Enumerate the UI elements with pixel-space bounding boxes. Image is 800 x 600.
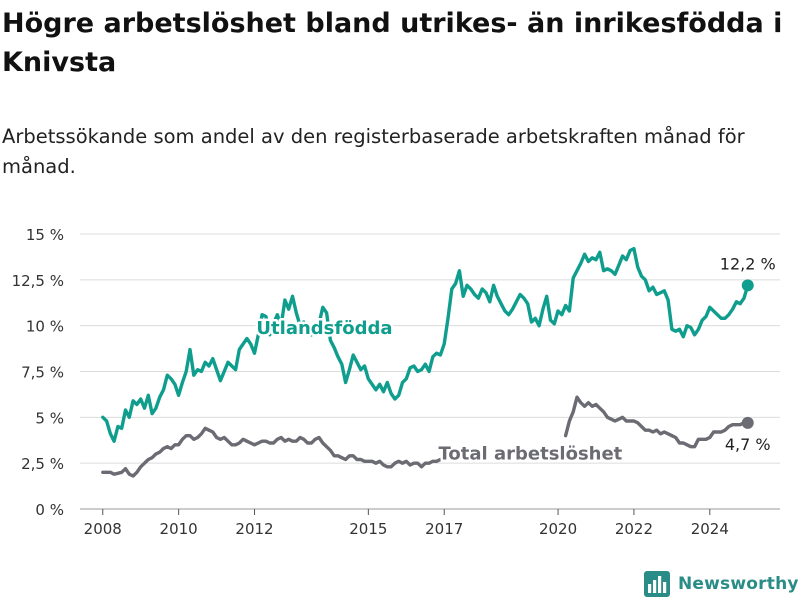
y-tick-label: 5 % <box>35 409 64 427</box>
x-tick-label: 2012 <box>235 520 273 538</box>
y-axis-tick-labels: 0 % 2,5 % 5 % 7,5 % 10 % 12,5 % 15 % <box>12 226 64 519</box>
x-tick-label: 2008 <box>84 520 122 538</box>
brand-name: Newsworthy <box>678 574 799 594</box>
x-axis: 2008 2010 2012 2015 2017 2020 2022 2024 <box>84 509 729 538</box>
total-arbetsloshet-end-label: 4,7 % <box>725 435 771 454</box>
series-lines <box>101 247 750 478</box>
utlandsfodda-series-label: Utlandsfödda <box>256 318 392 339</box>
series-labels: 12,2 % 4,7 % Utlandsfödda Total arbetslöshe… <box>254 254 776 467</box>
chart-subtitle: Arbetssökande som andel av den registerb… <box>2 125 745 178</box>
utlandsfodda-end-marker <box>741 279 754 292</box>
x-tick-label: 2015 <box>349 520 387 538</box>
y-tick-label: 12,5 % <box>12 272 64 290</box>
chart-title: Högre arbetslöshet bland utrikes- än inr… <box>2 8 783 78</box>
total-arbetsloshet-line <box>563 395 750 449</box>
total-arbetsloshet-series-label: Total arbetslöshet <box>439 444 623 465</box>
utlandsfodda-end-label: 12,2 % <box>720 254 776 273</box>
y-tick-label: 0 % <box>35 501 64 519</box>
series-end-markers <box>741 279 754 429</box>
y-tick-label: 2,5 % <box>21 455 64 473</box>
total-arbetsloshet-end-marker <box>741 416 754 429</box>
x-tick-label: 2017 <box>425 520 463 538</box>
x-tick-label: 2022 <box>615 520 653 538</box>
utlandsfodda-line <box>101 247 750 443</box>
total-arbetsloshet-line <box>101 426 443 478</box>
x-tick-label: 2020 <box>539 520 577 538</box>
newsworthy-bar-logo-icon <box>644 571 670 597</box>
x-tick-label: 2010 <box>160 520 198 538</box>
y-tick-label: 10 % <box>26 318 64 336</box>
brand: Newsworthy <box>644 569 799 599</box>
y-tick-label: 7,5 % <box>21 364 64 382</box>
y-tick-label: 15 % <box>26 226 64 244</box>
x-tick-label: 2024 <box>691 520 729 538</box>
